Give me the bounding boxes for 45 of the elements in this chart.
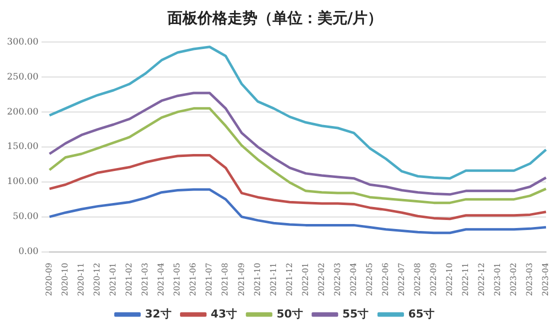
x-tick-label: 2023-02 xyxy=(509,262,518,296)
x-tick-label: 2020-11 xyxy=(76,262,86,296)
x-tick-label: 2021-06 xyxy=(188,262,198,296)
legend-label: 43寸 xyxy=(210,307,238,320)
x-tick-label: 2022-11 xyxy=(460,262,470,296)
legend-label: 55寸 xyxy=(342,307,369,320)
x-tick-label: 2022-12 xyxy=(477,262,486,296)
x-tick-label: 2023-03 xyxy=(525,262,534,296)
y-tick-label: 300.00 xyxy=(6,37,39,48)
x-tick-label: 2022-07 xyxy=(396,262,406,296)
x-tick-label: 2022-06 xyxy=(380,262,390,296)
x-tick-label: 2021-11 xyxy=(268,262,278,296)
x-tick-label: 2022-10 xyxy=(444,262,454,296)
x-tick-label: 2021-07 xyxy=(204,262,214,296)
x-tick-label: 2021-02 xyxy=(124,262,134,296)
x-tick-label: 2022-08 xyxy=(412,262,422,296)
x-tick-label: 2021-01 xyxy=(108,262,118,296)
x-tick-label: 2021-12 xyxy=(284,262,294,296)
x-tick-label: 2021-08 xyxy=(220,262,230,296)
x-tick-label: 2021-04 xyxy=(156,262,166,296)
x-tick-label: 2022-01 xyxy=(300,262,310,296)
x-tick-label: 2021-05 xyxy=(172,262,182,296)
x-tick-label: 2021-09 xyxy=(236,262,246,296)
x-tick-label: 2021-10 xyxy=(252,262,262,296)
x-tick-label: 2022-05 xyxy=(364,262,374,296)
x-tick-label: 2020-12 xyxy=(92,262,102,296)
legend-label: 32寸 xyxy=(144,307,172,320)
y-tick-label: 200.00 xyxy=(6,107,39,118)
y-tick-label: 100.00 xyxy=(6,177,39,188)
legend-label: 65寸 xyxy=(408,307,435,320)
x-tick-label: 2022-02 xyxy=(316,262,326,296)
x-tick-label: 2022-09 xyxy=(428,262,438,296)
x-tick-label: 2021-03 xyxy=(140,262,150,296)
x-tick-label: 2020-10 xyxy=(60,262,70,296)
y-tick-label: 0.00 xyxy=(18,247,39,258)
x-tick-label: 2023-01 xyxy=(493,262,502,296)
x-tick-label: 2020-09 xyxy=(44,262,54,296)
y-tick-label: 50.00 xyxy=(12,212,39,222)
x-tick-label: 2023-04 xyxy=(541,262,550,296)
y-tick-label: 250.00 xyxy=(6,72,39,82)
y-tick-label: 150.00 xyxy=(6,142,39,152)
x-tick-label: 2022-04 xyxy=(348,262,358,296)
x-tick-label: 2022-03 xyxy=(332,262,342,296)
legend-label: 50寸 xyxy=(276,307,303,320)
chart-title: 面板价格走势（单位：美元/片） xyxy=(166,8,383,27)
